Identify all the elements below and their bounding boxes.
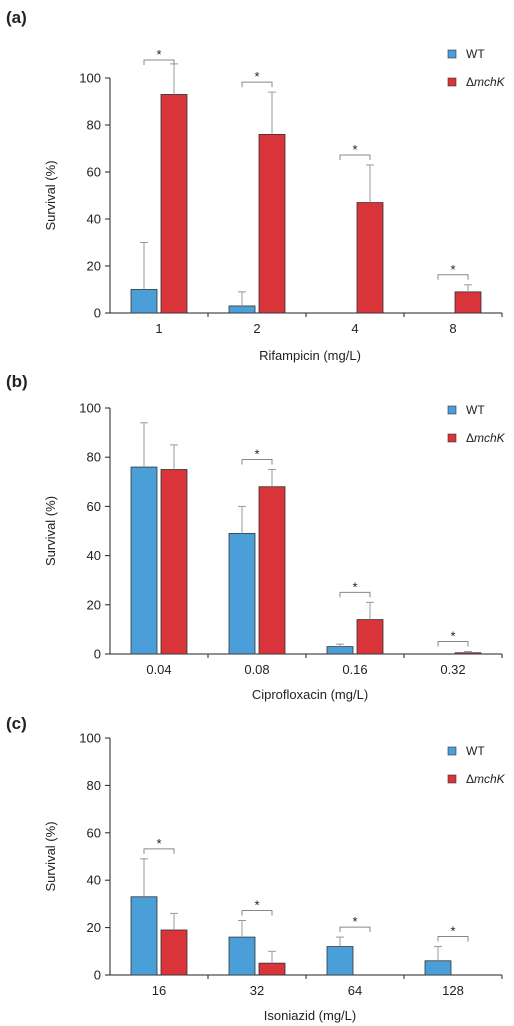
y-tick-label: 40 <box>87 548 101 563</box>
x-tick-label: 128 <box>442 983 464 998</box>
y-tick-label: 0 <box>94 647 101 662</box>
x-tick-label: 2 <box>253 321 260 336</box>
legend-label-mutant: ΔmchK <box>466 431 506 445</box>
significance-bracket <box>339 926 371 933</box>
bar-wt <box>228 936 256 976</box>
panel-b: (b) 0 20 40 60 80 100 Survival (%) Ciprofloxaci… <box>0 342 514 703</box>
bar-mutant <box>258 486 286 655</box>
chart-c: 0 20 40 60 80 100 Survival (%) Isoniazid (mg/L)… <box>43 731 506 1024</box>
y-tick-label: 100 <box>79 401 101 416</box>
y-tick-label: 80 <box>87 450 101 465</box>
y-tick-label: 0 <box>94 968 101 983</box>
significance-bracket <box>437 274 469 280</box>
significance-bracket <box>241 81 273 88</box>
y-tick-label: 20 <box>87 920 101 935</box>
legend-label-wt: WT <box>466 47 485 61</box>
significance-star: * <box>254 447 259 462</box>
bar-wt <box>130 896 158 976</box>
legend-label-mutant: ΔmchK <box>466 75 506 89</box>
y-tick-label: 60 <box>87 165 101 180</box>
legend-label-wt: WT <box>466 744 485 758</box>
chart-b: 0 20 40 60 80 100 Survival (%) Ciprofloxacin (m… <box>43 401 506 703</box>
x-tick-label: 16 <box>152 983 166 998</box>
y-tick-label: 60 <box>87 499 101 514</box>
x-tick-label: 4 <box>351 321 358 336</box>
y-tick-label: 60 <box>87 825 101 840</box>
significance-bracket <box>241 459 273 465</box>
bar-mutant <box>356 202 384 314</box>
y-tick-label: 100 <box>79 731 101 746</box>
panel-label: (b) <box>6 372 28 391</box>
significance-bracket <box>437 936 469 942</box>
legend-swatch-wt <box>447 405 457 415</box>
y-tick-label: 80 <box>87 118 101 133</box>
y-axis-title: Survival (%) <box>43 496 58 566</box>
significance-star: * <box>450 629 455 644</box>
x-tick-label: 32 <box>250 983 264 998</box>
bar-wt <box>424 960 452 976</box>
legend-label-wt: WT <box>466 403 485 417</box>
significance-bracket <box>143 59 175 65</box>
x-tick-label: 0.16 <box>342 662 367 677</box>
y-tick-label: 80 <box>87 778 101 793</box>
bar-mutant <box>454 291 482 314</box>
significance-star: * <box>254 897 259 912</box>
x-tick-label: 0.04 <box>146 662 171 677</box>
bar-mutant <box>356 619 384 655</box>
legend-swatch-mutant <box>447 77 457 87</box>
significance-star: * <box>352 579 357 594</box>
significance-star: * <box>352 914 357 929</box>
x-tick-label: 8 <box>449 321 456 336</box>
significance-star: * <box>254 69 259 84</box>
bar-wt <box>326 646 354 655</box>
significance-bracket <box>339 591 371 598</box>
x-tick-label: 0.08 <box>244 662 269 677</box>
panel-c: (c) 0 20 40 60 80 100 Survival (%) Isoniazid (m… <box>0 684 514 1026</box>
x-axis-title: Isoniazid (mg/L) <box>264 1008 356 1023</box>
significance-star: * <box>156 836 161 851</box>
x-axis-title: Ciprofloxacin (mg/L) <box>252 687 368 702</box>
panel-a: (a) 0 20 40 60 80 100 Survival (%) Rifampicin (… <box>0 0 514 363</box>
bar-mutant <box>160 94 188 314</box>
bar-mutant <box>258 133 286 314</box>
y-tick-label: 0 <box>94 306 101 321</box>
y-tick-label: 40 <box>87 873 101 888</box>
significance-star: * <box>450 924 455 939</box>
y-tick-label: 20 <box>87 597 101 612</box>
x-tick-label: 0.32 <box>440 662 465 677</box>
panel-label: (a) <box>6 8 27 27</box>
bar-wt <box>228 305 256 314</box>
legend-swatch-wt <box>447 49 457 59</box>
bar-mutant <box>160 929 188 976</box>
y-tick-label: 40 <box>87 212 101 227</box>
bar-mutant <box>160 469 188 655</box>
significance-star: * <box>450 262 455 277</box>
significance-bracket <box>437 641 469 647</box>
bar-wt <box>130 289 158 314</box>
bar-wt <box>130 466 158 655</box>
legend-swatch-wt <box>447 746 457 756</box>
x-tick-label: 1 <box>155 321 162 336</box>
y-axis-title: Survival (%) <box>43 160 58 230</box>
bar-mutant <box>454 652 482 655</box>
bar-mutant <box>258 962 286 976</box>
bar-wt <box>228 533 256 655</box>
chart-a: 0 20 40 60 80 100 Survival (%) Rifampicin (mg/L… <box>43 47 506 363</box>
legend-label-mutant: ΔmchK <box>466 772 506 786</box>
legend-swatch-mutant <box>447 774 457 784</box>
panel-label: (c) <box>6 714 27 733</box>
significance-bracket <box>143 848 175 854</box>
y-tick-label: 20 <box>87 259 101 274</box>
significance-star: * <box>156 47 161 62</box>
significance-star: * <box>352 142 357 157</box>
significance-bracket <box>339 154 371 160</box>
y-tick-label: 100 <box>79 71 101 86</box>
x-axis-title: Rifampicin (mg/L) <box>259 348 361 363</box>
y-axis-title: Survival (%) <box>43 821 58 891</box>
bar-wt <box>326 946 354 976</box>
significance-bracket <box>241 909 273 916</box>
legend-swatch-mutant <box>447 433 457 443</box>
x-tick-label: 64 <box>348 983 362 998</box>
